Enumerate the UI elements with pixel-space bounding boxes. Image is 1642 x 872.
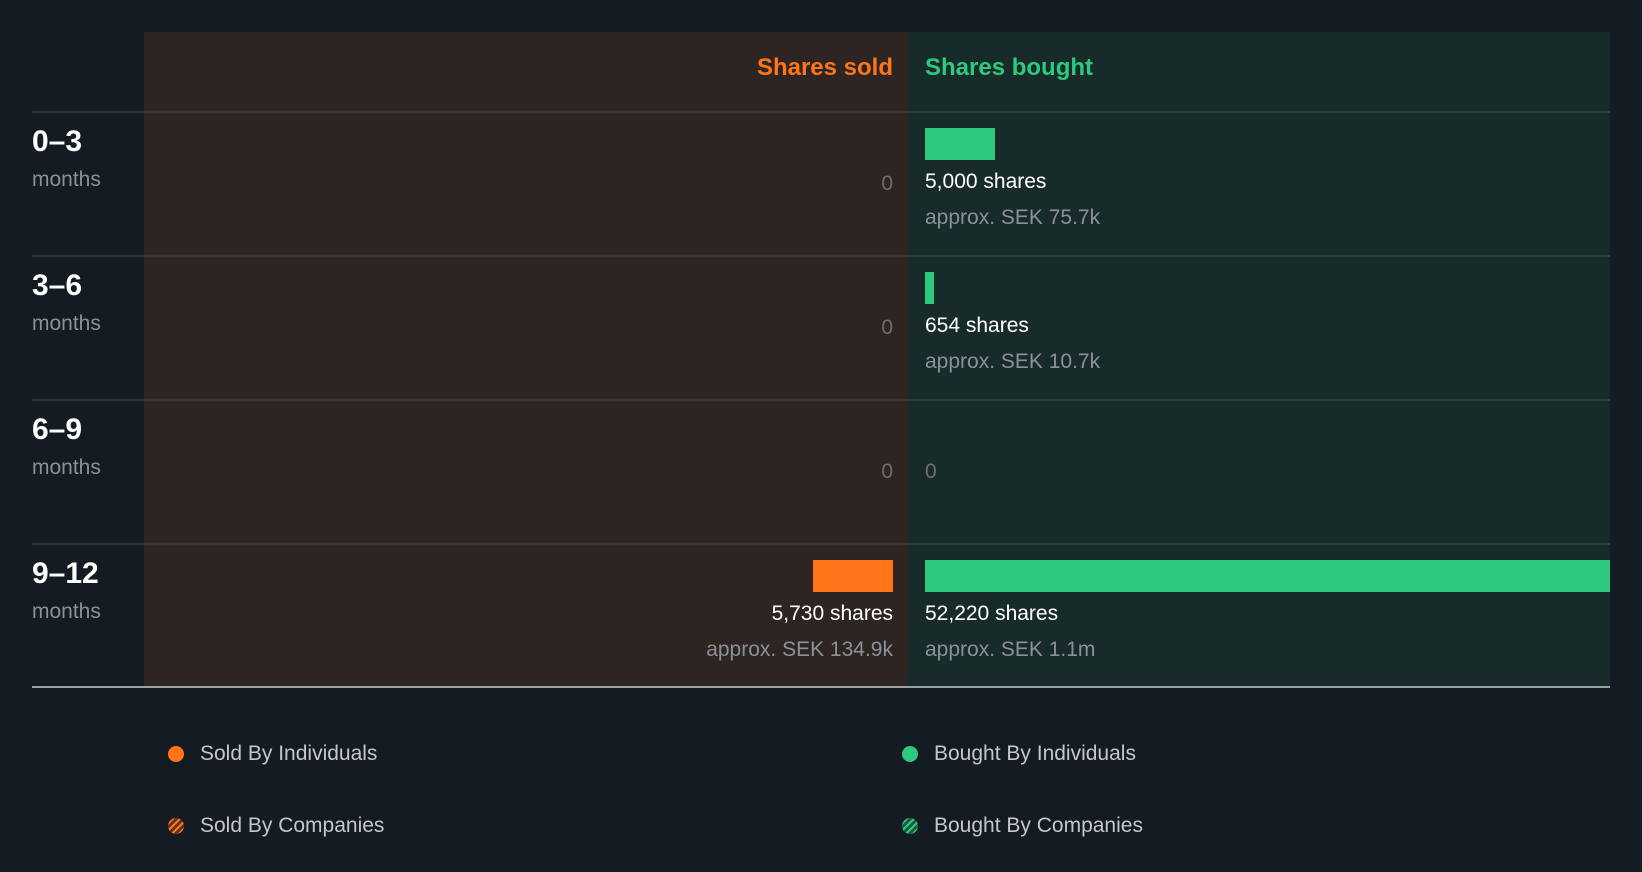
bought-bar[interactable] <box>925 272 934 304</box>
sold-panel <box>144 32 908 687</box>
legend-bought-by-individuals[interactable]: Bought By Individuals <box>902 742 1136 766</box>
period-row-9-12: 9–12 months 5,730 shares approx. SEK 134… <box>0 544 1642 688</box>
bought-shares: 5,000 shares <box>925 170 1047 193</box>
period-label: 0–3 months <box>32 124 101 192</box>
period-row-3-6: 3–6 months 0 654 shares approx. SEK 10.7… <box>0 256 1642 400</box>
legend-label: Bought By Individuals <box>934 742 1136 765</box>
row-divider <box>32 399 1610 401</box>
legend-sold-by-individuals[interactable]: Sold By Individuals <box>168 742 377 766</box>
solid-orange-dot-icon <box>168 746 184 762</box>
bought-zero-value: 0 <box>925 460 937 483</box>
sold-shares: 5,730 shares <box>771 602 893 625</box>
legend-bought-by-companies[interactable]: Bought By Companies <box>902 814 1143 838</box>
legend-label: Sold By Individuals <box>200 742 378 765</box>
row-divider <box>32 255 1610 257</box>
legend-label: Bought By Companies <box>934 814 1143 837</box>
period-row-0-3: 0–3 months 0 5,000 shares approx. SEK 75… <box>0 112 1642 256</box>
period-label: 9–12 months <box>32 556 101 624</box>
shares-sold-header: Shares sold <box>756 54 893 81</box>
period-label: 6–9 months <box>32 412 101 480</box>
period-range: 0–3 <box>32 125 83 158</box>
sold-approx-value: approx. SEK 134.9k <box>706 638 893 661</box>
striped-orange-dot-icon <box>168 818 184 834</box>
bought-bar[interactable] <box>925 128 995 160</box>
legend-label: Sold By Companies <box>200 814 385 837</box>
sold-bar[interactable] <box>813 560 893 592</box>
row-divider <box>32 543 1610 545</box>
period-unit: months <box>32 600 101 623</box>
bought-approx-value: approx. SEK 75.7k <box>925 206 1101 229</box>
solid-green-dot-icon <box>902 746 918 762</box>
period-unit: months <box>32 312 101 335</box>
sold-zero-value: 0 <box>881 316 893 339</box>
bought-shares: 52,220 shares <box>925 602 1059 625</box>
sold-zero-value: 0 <box>881 460 893 483</box>
bought-approx-value: approx. SEK 10.7k <box>925 350 1101 373</box>
bought-approx-value: approx. SEK 1.1m <box>925 638 1096 661</box>
period-range: 6–9 <box>32 413 83 446</box>
chart-baseline <box>32 686 1610 688</box>
period-row-6-9: 6–9 months 0 0 <box>0 400 1642 544</box>
period-label: 3–6 months <box>32 268 101 336</box>
bought-shares: 654 shares <box>925 314 1029 337</box>
period-range: 9–12 <box>32 557 99 590</box>
row-divider <box>32 111 1610 113</box>
striped-green-dot-icon <box>902 818 918 834</box>
shares-bought-header: Shares bought <box>925 54 1094 81</box>
period-range: 3–6 <box>32 269 83 302</box>
legend-sold-by-companies[interactable]: Sold By Companies <box>168 814 384 838</box>
bought-bar[interactable] <box>925 560 1610 592</box>
period-unit: months <box>32 456 101 479</box>
sold-zero-value: 0 <box>881 172 893 195</box>
period-unit: months <box>32 168 101 191</box>
